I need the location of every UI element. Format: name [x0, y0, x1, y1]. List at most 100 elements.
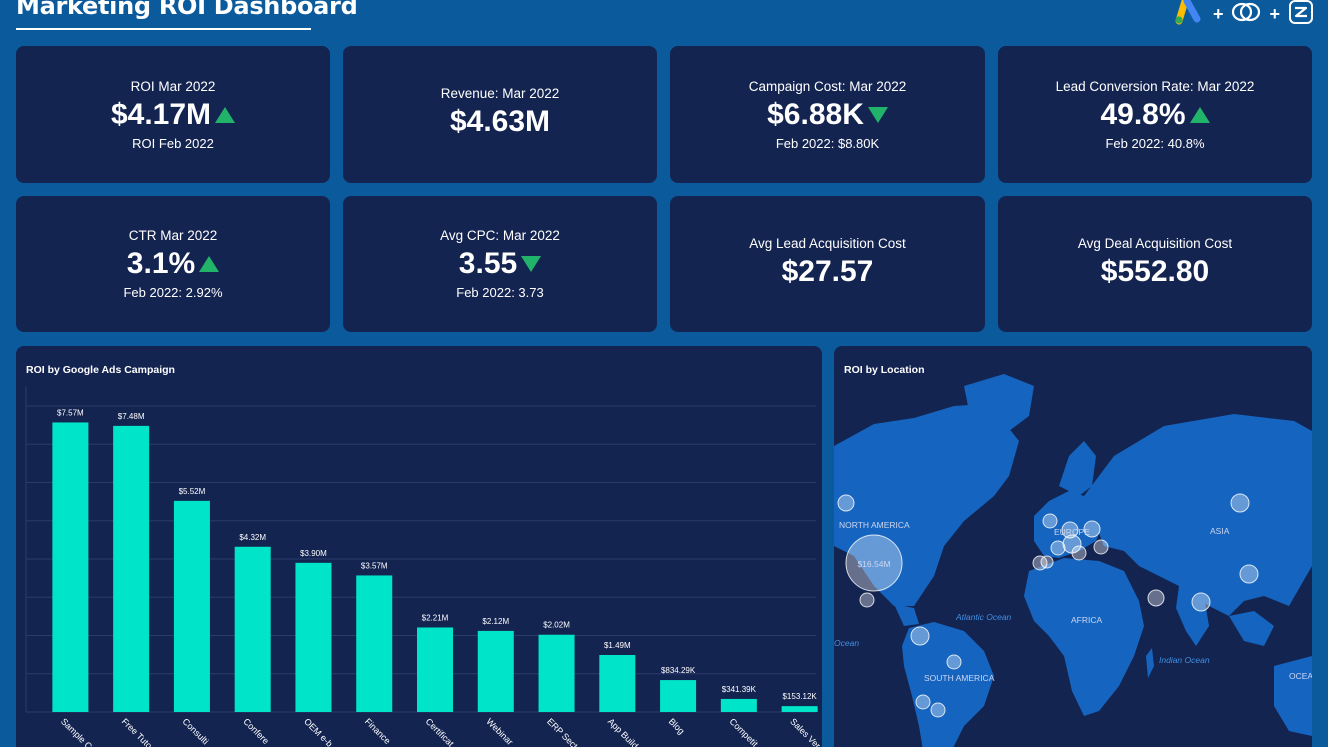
india-shape — [1176, 586, 1209, 646]
region-label: NORTH AMERICA — [839, 520, 910, 530]
kpi-card-roi[interactable]: ROI Mar 2022 $4.17M ROI Feb 2022 — [16, 46, 330, 183]
central-america-shape — [894, 604, 919, 626]
category-tick-label: Free Tuto — [120, 716, 154, 747]
kpi-card-campaign-cost[interactable]: Campaign Cost: Mar 2022 $6.88K Feb 2022:… — [670, 46, 985, 183]
category-tick-label: Sales Ver — [788, 716, 822, 747]
category-tick-label: Certificat — [424, 716, 457, 747]
bar[interactable] — [52, 422, 89, 712]
ocean-label: Atlantic Ocean — [955, 612, 1012, 622]
trend-down-icon — [867, 106, 888, 123]
ocean-label: Indian Ocean — [1159, 655, 1210, 665]
kpi-label: Avg CPC: Mar 2022 — [440, 228, 560, 243]
location-bubble — [1230, 493, 1250, 513]
kpi-card-revenue[interactable]: Revenue: Mar 2022 $4.63M — [343, 46, 657, 183]
location-bubble — [910, 626, 930, 646]
location-bubble — [859, 592, 875, 608]
google-ads-icon — [1175, 0, 1205, 30]
kpi-card-avg-deal-cost[interactable]: Avg Deal Acquisition Cost $552.80 — [998, 196, 1312, 332]
integration-logos: + + — [1175, 0, 1314, 28]
category-tick-label: Sample C — [59, 716, 94, 747]
location-bubble — [1239, 564, 1259, 584]
location-bubble — [1061, 521, 1079, 539]
bar-value-label: $2.02M — [543, 621, 570, 630]
category-tick-label: Confere — [241, 716, 271, 746]
bar-value-label: $153.12K — [782, 692, 817, 701]
trend-up-icon — [1189, 106, 1210, 123]
zoho-analytics-icon — [1288, 0, 1314, 30]
location-bubble — [1191, 592, 1211, 612]
bar[interactable] — [416, 627, 454, 712]
kpi-label: CTR Mar 2022 — [128, 228, 218, 243]
kpi-label: Campaign Cost: Mar 2022 — [748, 78, 907, 94]
panel-title: ROI by Location — [844, 364, 925, 376]
bar-value-label: $7.48M — [118, 412, 145, 421]
kpi-label: Avg Lead Acquisition Cost — [749, 235, 906, 251]
australia-shape — [1274, 656, 1312, 736]
kpi-label: Revenue: Mar 2022 — [440, 86, 560, 101]
scandinavia-shape — [1059, 441, 1096, 496]
location-bubble — [930, 702, 946, 718]
kpi-sub: Feb 2022: 40.8% — [1105, 135, 1205, 151]
bar[interactable] — [599, 655, 636, 712]
bar[interactable] — [234, 546, 271, 712]
kpi-value: $4.63M — [449, 105, 551, 138]
location-bubble — [946, 654, 962, 670]
ocean-label: Ocean — [834, 638, 859, 648]
bar-value-label: $3.90M — [300, 549, 327, 558]
bar-value-label: $1.49M — [604, 641, 631, 650]
plus-sign: + — [1212, 3, 1224, 24]
trend-up-icon — [199, 256, 220, 272]
bar[interactable] — [295, 562, 332, 712]
bar[interactable] — [477, 630, 514, 712]
panel-title: ROI by Google Ads Campaign — [26, 364, 175, 376]
asia-shape — [1084, 414, 1312, 616]
kpi-value: 3.1% — [126, 247, 196, 280]
region-label: OCEANIA — [1289, 671, 1312, 681]
kpi-value: 49.8% — [1100, 97, 1186, 131]
kpi-card-ctr[interactable]: CTR Mar 2022 3.1% Feb 2022: 2.92% — [16, 196, 330, 332]
bar-value-label: $5.52M — [179, 487, 206, 496]
bar[interactable] — [660, 680, 697, 712]
location-bubble — [1083, 520, 1101, 538]
bar-value-label: $2.12M — [482, 617, 509, 626]
bar-value-label: $3.57M — [361, 561, 388, 570]
roi-by-campaign-panel: ROI by Google Ads Campaign $7.57M Sample … — [16, 346, 822, 747]
madagascar-shape — [1146, 648, 1154, 678]
category-tick-label: Competit — [727, 716, 760, 747]
bar-chart: $7.57M Sample C $7.48M Free Tuto $5.52M Consu… — [25, 386, 822, 747]
bar[interactable] — [173, 500, 210, 712]
bar[interactable] — [538, 634, 575, 712]
kpi-label: ROI Mar 2022 — [130, 78, 216, 94]
bar-value-label: $2.21M — [422, 613, 449, 622]
kpi-card-lead-conversion[interactable]: Lead Conversion Rate: Mar 2022 49.8% Feb… — [998, 46, 1312, 183]
bar[interactable] — [781, 706, 818, 712]
category-tick-label: Webinar — [484, 716, 515, 747]
kpi-sub: ROI Feb 2022 — [132, 135, 214, 151]
bar[interactable] — [720, 698, 757, 712]
kpi-card-avg-cpc[interactable]: Avg CPC: Mar 2022 3.55 Feb 2022: 3.73 — [343, 196, 657, 332]
location-bubble — [1093, 539, 1109, 555]
world-map[interactable]: $16.54M NORTH AMERICA EUROPE ASIA AFRICA… — [834, 346, 1312, 747]
kpi-card-avg-lead-cost[interactable]: Avg Lead Acquisition Cost $27.57 — [670, 196, 985, 332]
bar[interactable] — [113, 425, 150, 712]
bar[interactable] — [356, 575, 393, 712]
trend-down-icon — [521, 256, 542, 272]
southeast-asia-shape — [1229, 611, 1274, 646]
location-bubble — [845, 534, 903, 592]
category-tick-label: ERP Sect — [545, 716, 580, 747]
north-america-shape — [834, 404, 1019, 606]
region-label: SOUTH AMERICA — [924, 673, 995, 683]
location-bubble — [1071, 545, 1087, 561]
region-label: ASIA — [1210, 526, 1230, 536]
kpi-sub: Feb 2022: 2.92% — [123, 285, 223, 300]
location-bubble — [1050, 540, 1066, 556]
location-bubble — [915, 694, 931, 710]
zoho-crm-icon — [1231, 0, 1261, 29]
location-bubble — [1147, 589, 1165, 607]
location-bubble — [1040, 555, 1054, 569]
region-label: EUROPE — [1054, 527, 1090, 537]
kpi-sub: Feb 2022: $8.80K — [775, 135, 880, 151]
category-tick-label: Consulti — [181, 716, 211, 746]
greenland-shape — [964, 374, 1034, 431]
plus-sign: + — [1269, 3, 1280, 24]
